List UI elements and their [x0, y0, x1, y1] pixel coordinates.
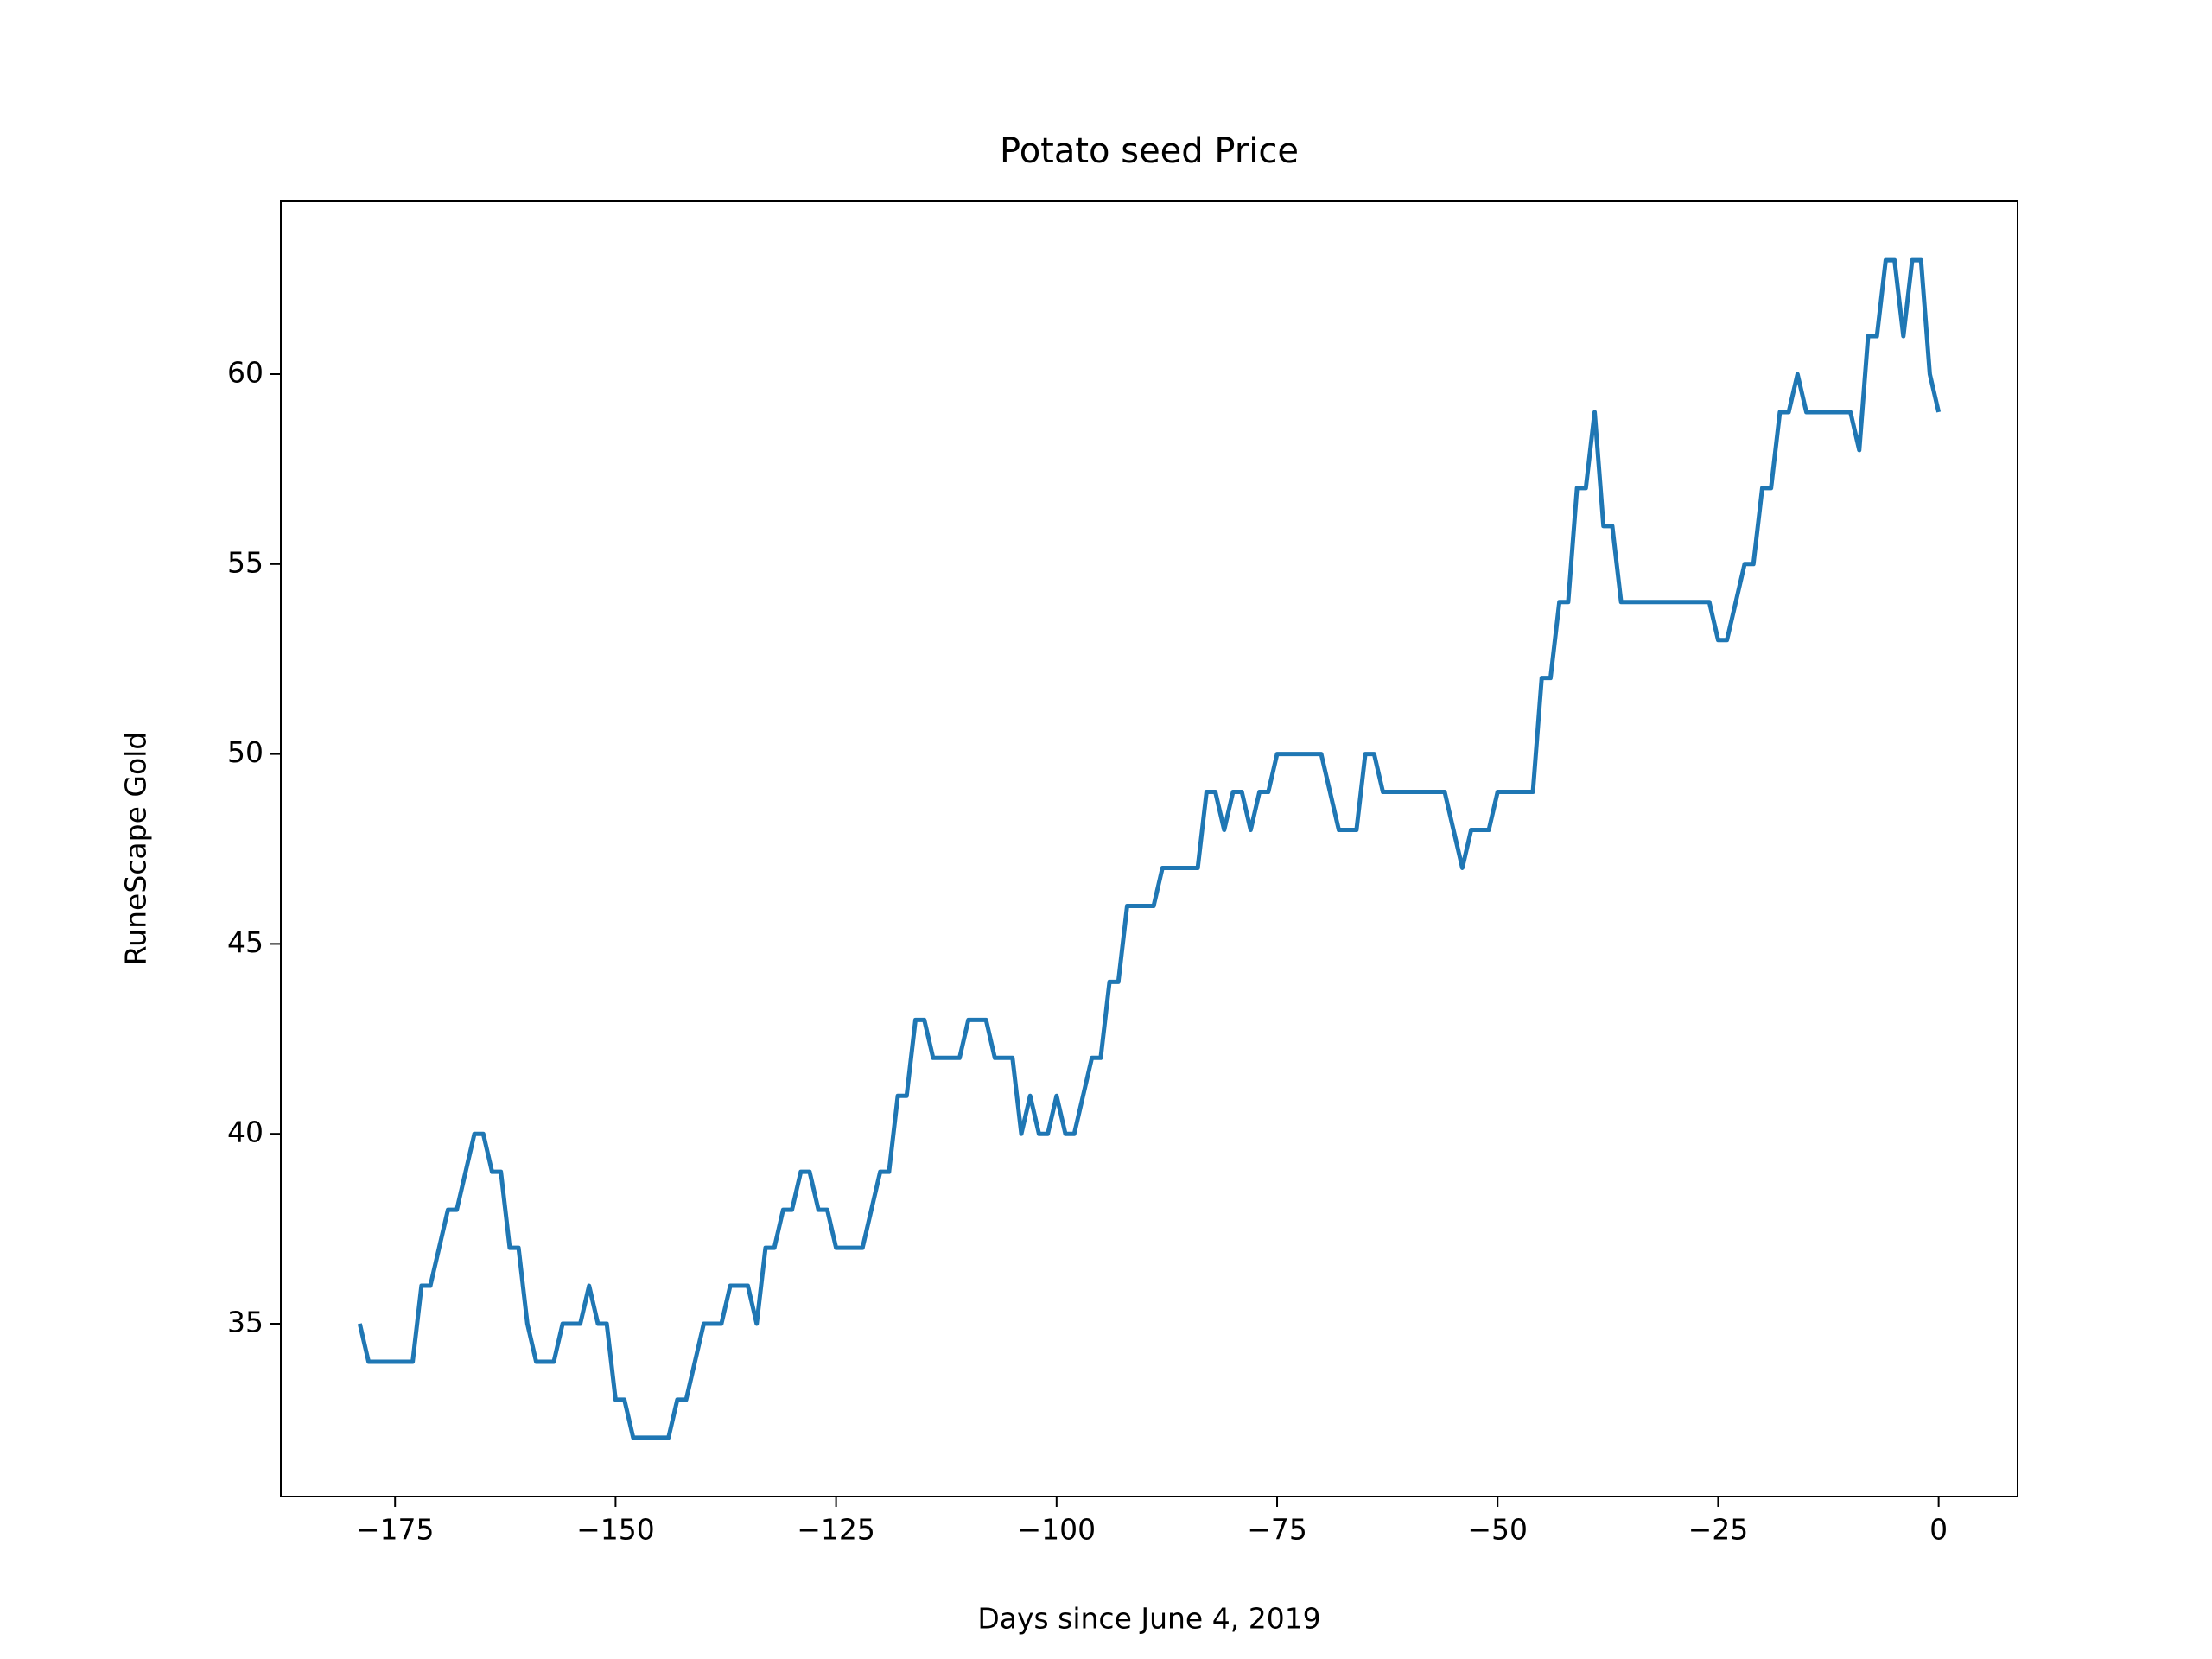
x-tick-label: −175 — [356, 1513, 435, 1547]
x-tick-label: −150 — [576, 1513, 655, 1547]
y-tick-label: 60 — [227, 356, 264, 390]
x-tick-label: 0 — [1929, 1513, 1948, 1547]
chart-title: Potato seed Price — [1000, 131, 1299, 171]
y-tick-label: 35 — [227, 1305, 264, 1338]
x-tick-label: −125 — [797, 1513, 875, 1547]
plot-frame — [280, 200, 2018, 1497]
y-axis-label: RuneScape Gold — [119, 732, 153, 966]
x-tick-label: −100 — [1017, 1513, 1096, 1547]
y-tick-label: 45 — [227, 925, 264, 959]
line-series — [357, 257, 1942, 1440]
x-axis-label: Days since June 4, 2019 — [977, 1602, 1320, 1636]
x-tick-label: −50 — [1467, 1513, 1528, 1547]
y-tick-label: 40 — [227, 1116, 264, 1149]
x-tick-label: −25 — [1688, 1513, 1749, 1547]
y-tick-label: 50 — [227, 735, 264, 769]
x-tick-label: −75 — [1247, 1513, 1307, 1547]
y-tick-label: 55 — [227, 545, 264, 579]
